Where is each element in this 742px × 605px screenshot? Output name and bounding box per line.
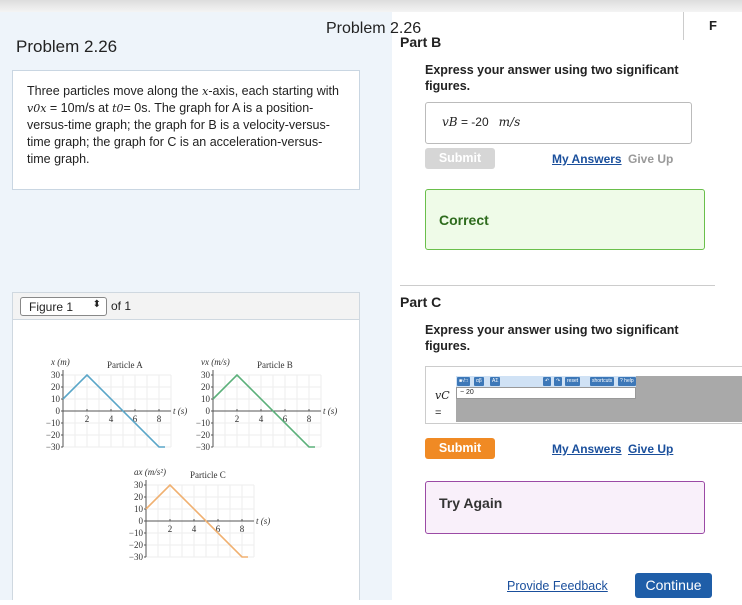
divider: [683, 12, 684, 40]
desc-x: x: [202, 85, 209, 98]
x-tick-label: 8: [307, 414, 312, 424]
templates-button[interactable]: ■√□: [457, 377, 470, 386]
x-tick-label: 4: [109, 414, 114, 424]
part-c-title: Part C: [400, 294, 442, 310]
undo-button[interactable]: ↶: [543, 377, 552, 386]
x-tick-label: 8: [157, 414, 162, 424]
part-c-submit-button[interactable]: Submit: [425, 438, 495, 459]
y-tick-label: 10: [134, 504, 144, 514]
answer-unit: m/s: [498, 115, 521, 129]
chart-title: Particle C: [190, 470, 226, 480]
figure-area: 30 20 10 0 −10 −20 −30 2 4 6 8 t (s) x (m) Particle A…: [12, 320, 360, 600]
part-b-answer-box: vB = -20 m/s: [425, 102, 692, 144]
x-tick-label: 2: [85, 414, 90, 424]
x-tick-label: 6: [133, 414, 138, 424]
figure-bar: Figure 1 ⬍ of 1: [12, 292, 360, 320]
part-b-give-up-link[interactable]: Give Up: [628, 152, 674, 166]
symbols-button[interactable]: ΑΣ: [490, 377, 501, 386]
y-tick-label: −20: [46, 430, 61, 440]
problem-description: Three particles move along the x-axis, e…: [12, 70, 360, 190]
x-axis-label: t (s): [173, 406, 187, 416]
continue-button[interactable]: Continue: [635, 573, 712, 598]
problem-title: Problem 2.26: [16, 37, 118, 56]
y-axis-label: vx (m/s): [201, 357, 230, 367]
chart-title: Particle B: [257, 360, 293, 370]
y-tick-label: −30: [196, 442, 211, 452]
part-b-submit-button[interactable]: Submit: [425, 148, 495, 169]
part-b-title: Part B: [400, 34, 442, 50]
y-tick-label: −10: [46, 418, 61, 428]
y-tick-label: −30: [46, 442, 61, 452]
corner-letter: F: [709, 18, 717, 33]
y-tick-label: 0: [206, 406, 211, 416]
shortcuts-button[interactable]: shortcuts: [590, 377, 615, 386]
y-axis-label: x (m): [50, 357, 70, 367]
part-c-instruction: Express your answer using two significan…: [425, 323, 679, 353]
y-tick-label: 10: [201, 394, 211, 404]
figure-select-value: Figure 1: [29, 300, 74, 314]
desc-text: = 10m/s at: [46, 101, 113, 115]
help-button[interactable]: ? help: [618, 377, 636, 386]
y-tick-label: 30: [51, 370, 61, 380]
correct-feedback: Correct: [425, 189, 705, 250]
redo-button[interactable]: ↷: [554, 377, 563, 386]
part-c-answer-input[interactable]: − 20: [456, 387, 636, 399]
series-line: [145, 483, 248, 558]
try-again-feedback: Try Again: [425, 481, 705, 534]
desc-v0: v0x: [27, 102, 47, 115]
desc-text: Three particles move along the: [27, 84, 203, 98]
y-tick-label: −10: [129, 528, 144, 538]
part-c-my-answers-link[interactable]: My Answers: [552, 442, 622, 456]
x-tick-label: 2: [168, 524, 173, 534]
y-tick-label: 20: [201, 382, 211, 392]
series-line: [62, 373, 165, 448]
part-c-give-up-link[interactable]: Give Up: [628, 442, 674, 456]
x-tick-label: 8: [240, 524, 245, 534]
x-tick-label: 6: [283, 414, 288, 424]
y-tick-label: −10: [196, 418, 211, 428]
window-title: Problem 2.26: [326, 20, 422, 37]
part-c-answer-box: vC = ■√□ αβ ΑΣ ↶ ↷ reset shortcuts ? hel…: [425, 366, 742, 424]
y-axis-label: ax (m/s²): [134, 467, 166, 477]
x-tick-label: 4: [259, 414, 264, 424]
y-tick-label: 0: [56, 406, 61, 416]
equals: =: [435, 407, 442, 419]
y-tick-label: −20: [129, 540, 144, 550]
x-tick-label: 2: [235, 414, 240, 424]
select-arrows-icon: ⬍: [92, 299, 101, 310]
math-toolbar: ■√□ αβ ΑΣ ↶ ↷ reset shortcuts ? help: [456, 376, 636, 387]
y-tick-label: −20: [196, 430, 211, 440]
chart-title: Particle A: [107, 360, 143, 370]
desc-text: = 0s. The graph for A is a position-vers…: [27, 101, 330, 166]
y-tick-label: 0: [139, 516, 144, 526]
part-b-instruction: Express your answer using two significan…: [425, 63, 679, 93]
answer-variable: vB: [442, 115, 458, 129]
answer-variable: vC: [435, 389, 450, 402]
divider: [400, 285, 715, 286]
x-axis-label: t (s): [323, 406, 337, 416]
x-axis-label: t (s): [256, 516, 270, 526]
equals: =: [457, 115, 472, 129]
y-tick-label: 20: [134, 492, 144, 502]
part-b-my-answers-link[interactable]: My Answers: [552, 152, 622, 166]
figure-count: of 1: [111, 299, 132, 313]
desc-t0: t0: [112, 102, 124, 115]
x-tick-label: 6: [216, 524, 221, 534]
answer-value: -20: [471, 115, 489, 129]
y-tick-label: −30: [129, 552, 144, 562]
desc-text: -axis, each starting with: [208, 84, 339, 98]
x-tick-label: 4: [192, 524, 197, 534]
reset-button[interactable]: reset: [565, 377, 581, 386]
provide-feedback-link[interactable]: Provide Feedback: [507, 579, 608, 593]
figure-select[interactable]: Figure 1 ⬍: [20, 297, 107, 316]
y-tick-label: 10: [51, 394, 61, 404]
series-line: [212, 373, 315, 448]
y-tick-label: 30: [201, 370, 211, 380]
y-tick-label: 20: [51, 382, 61, 392]
y-tick-label: 30: [134, 480, 144, 490]
greek-button[interactable]: αβ: [474, 377, 484, 386]
browser-top-bar: [0, 0, 742, 12]
